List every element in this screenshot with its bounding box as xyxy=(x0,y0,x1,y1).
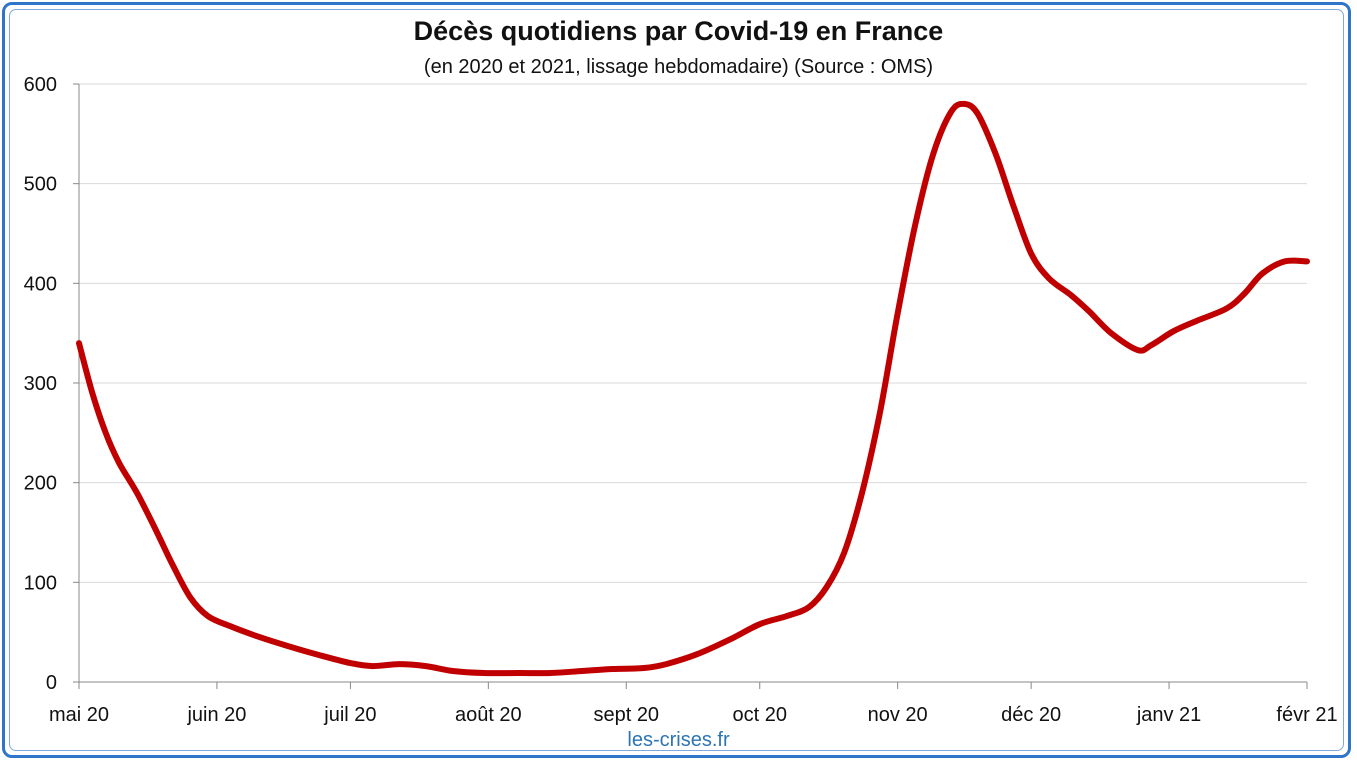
y-tick-label: 600 xyxy=(24,74,57,96)
x-tick-label: juin 20 xyxy=(186,704,246,726)
x-tick-label: déc 20 xyxy=(1001,704,1061,726)
y-tick-label: 100 xyxy=(24,572,57,594)
x-tick-label: sept 20 xyxy=(593,704,659,726)
source-watermark: les-crises.fr xyxy=(627,729,730,751)
chart-frame-inner-border xyxy=(9,9,1344,751)
chart-title: Décès quotidiens par Covid-19 en France xyxy=(413,16,944,46)
x-axis-tick-labels: mai 20 juin 20 juil 20 août 20 sept 20 oct 20… xyxy=(49,704,1338,726)
gridlines xyxy=(79,83,1307,583)
x-tick-label: nov 20 xyxy=(868,704,928,726)
axes xyxy=(73,83,1308,689)
x-tick-label: juil 20 xyxy=(323,704,376,726)
y-axis-tick-labels: 0 100 200 300 400 500 600 xyxy=(24,74,57,694)
chart-subtitle: (en 2020 et 2021, lissage hebdomadaire) … xyxy=(423,56,934,78)
x-tick-label: mai 20 xyxy=(49,704,109,726)
x-tick-label: août 20 xyxy=(455,704,522,726)
y-tick-label: 200 xyxy=(24,473,57,495)
x-tick-label: oct 20 xyxy=(732,704,786,726)
x-tick-label: janv 21 xyxy=(1136,704,1202,726)
x-tick-label: févr 21 xyxy=(1276,704,1337,726)
y-tick-label: 400 xyxy=(24,273,57,295)
y-tick-label: 300 xyxy=(24,373,57,395)
series-line-0 xyxy=(76,100,1310,677)
y-tick-label: 500 xyxy=(24,174,57,196)
y-tick-label: 0 xyxy=(46,672,57,694)
series-layer xyxy=(76,100,1310,677)
